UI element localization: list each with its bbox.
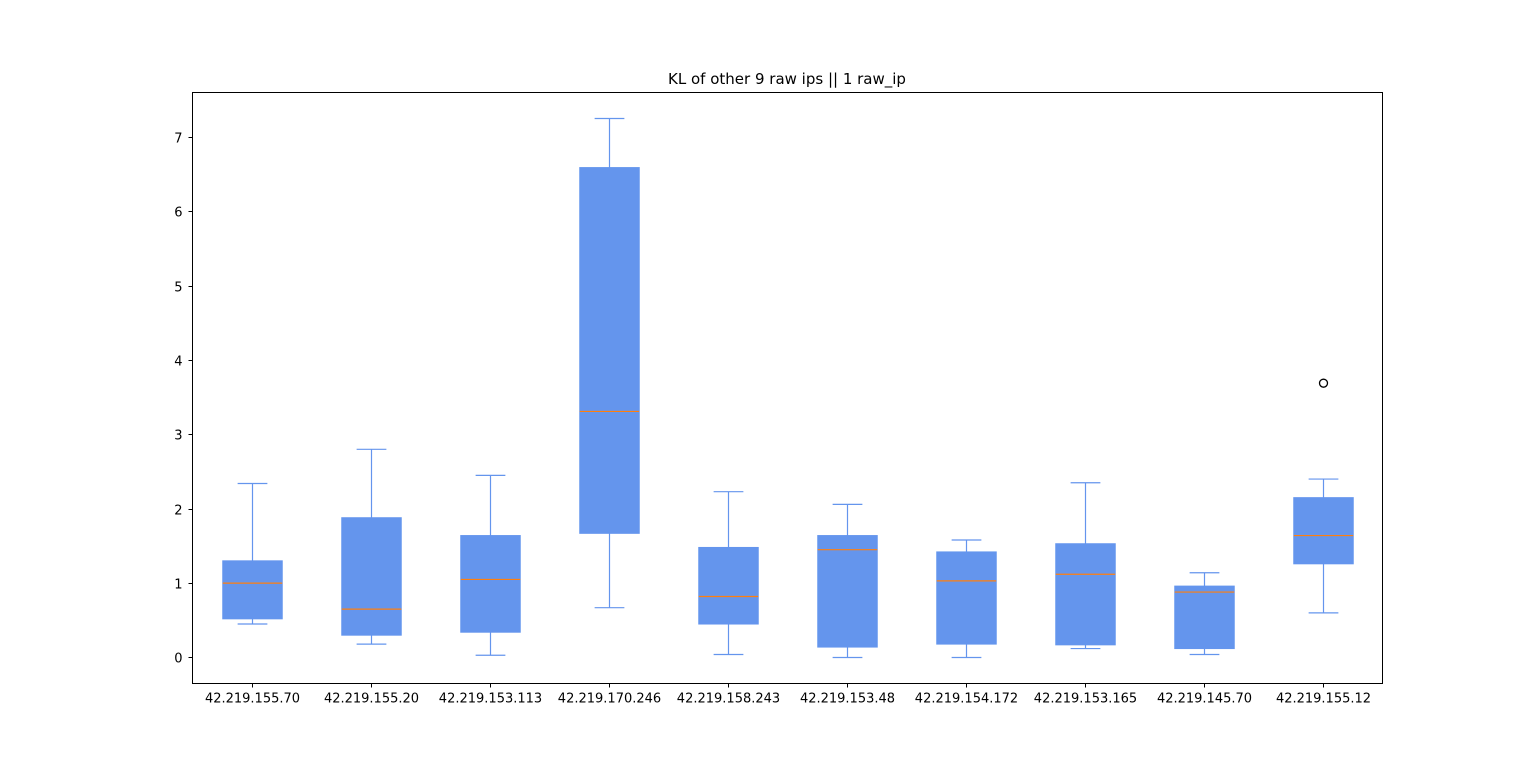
box-group [1174, 572, 1235, 656]
box-group [817, 503, 878, 659]
box-series [222, 117, 1354, 659]
x-tick-label: 42.219.153.165 [1034, 692, 1137, 707]
box-group [1293, 378, 1354, 614]
outlier-point [1318, 378, 1329, 388]
box-group [936, 539, 997, 659]
x-axis: 42.219.155.70 42.219.155.20 42.219.153.113… [205, 683, 1371, 707]
x-tick-label: 42.219.153.113 [439, 692, 542, 707]
x-tick-label: 42.219.170.246 [558, 692, 661, 707]
box-group [698, 491, 759, 656]
box-iqr [222, 560, 283, 620]
chart-title: KL of other 9 raw ips || 1 raw_ip [668, 70, 906, 89]
box-iqr [936, 551, 997, 645]
box-group [341, 448, 402, 645]
box-group [460, 474, 521, 656]
y-tick-label: 0 [174, 652, 182, 667]
box-group [222, 482, 283, 625]
box-iqr [1174, 585, 1235, 650]
box-iqr [817, 535, 878, 648]
y-tick-label: 3 [174, 429, 182, 444]
y-tick-label: 4 [174, 355, 182, 370]
y-tick-label: 6 [174, 206, 182, 221]
box-iqr [460, 535, 521, 633]
x-tick-label: 42.219.155.12 [1276, 692, 1371, 707]
box-group [579, 117, 640, 609]
x-tick-label: 42.219.155.70 [205, 692, 300, 707]
x-tick-label: 42.219.158.243 [677, 692, 780, 707]
plot-frame [192, 92, 1383, 684]
x-tick-label: 42.219.155.20 [324, 692, 419, 707]
box-iqr [341, 517, 402, 636]
y-axis: 0 1 2 3 4 5 6 7 [174, 132, 193, 667]
x-tick-label: 42.219.153.48 [800, 692, 895, 707]
y-tick-label: 5 [174, 281, 182, 296]
x-tick-label: 42.219.145.70 [1157, 692, 1252, 707]
box-iqr [1293, 497, 1354, 565]
box-iqr [698, 546, 759, 625]
box-iqr [579, 167, 640, 534]
y-tick-label: 7 [174, 132, 182, 147]
box-group [1055, 482, 1116, 650]
y-tick-label: 2 [174, 504, 182, 519]
box-iqr [1055, 543, 1116, 646]
x-tick-label: 42.219.154.172 [915, 692, 1018, 707]
y-tick-label: 1 [174, 578, 182, 593]
